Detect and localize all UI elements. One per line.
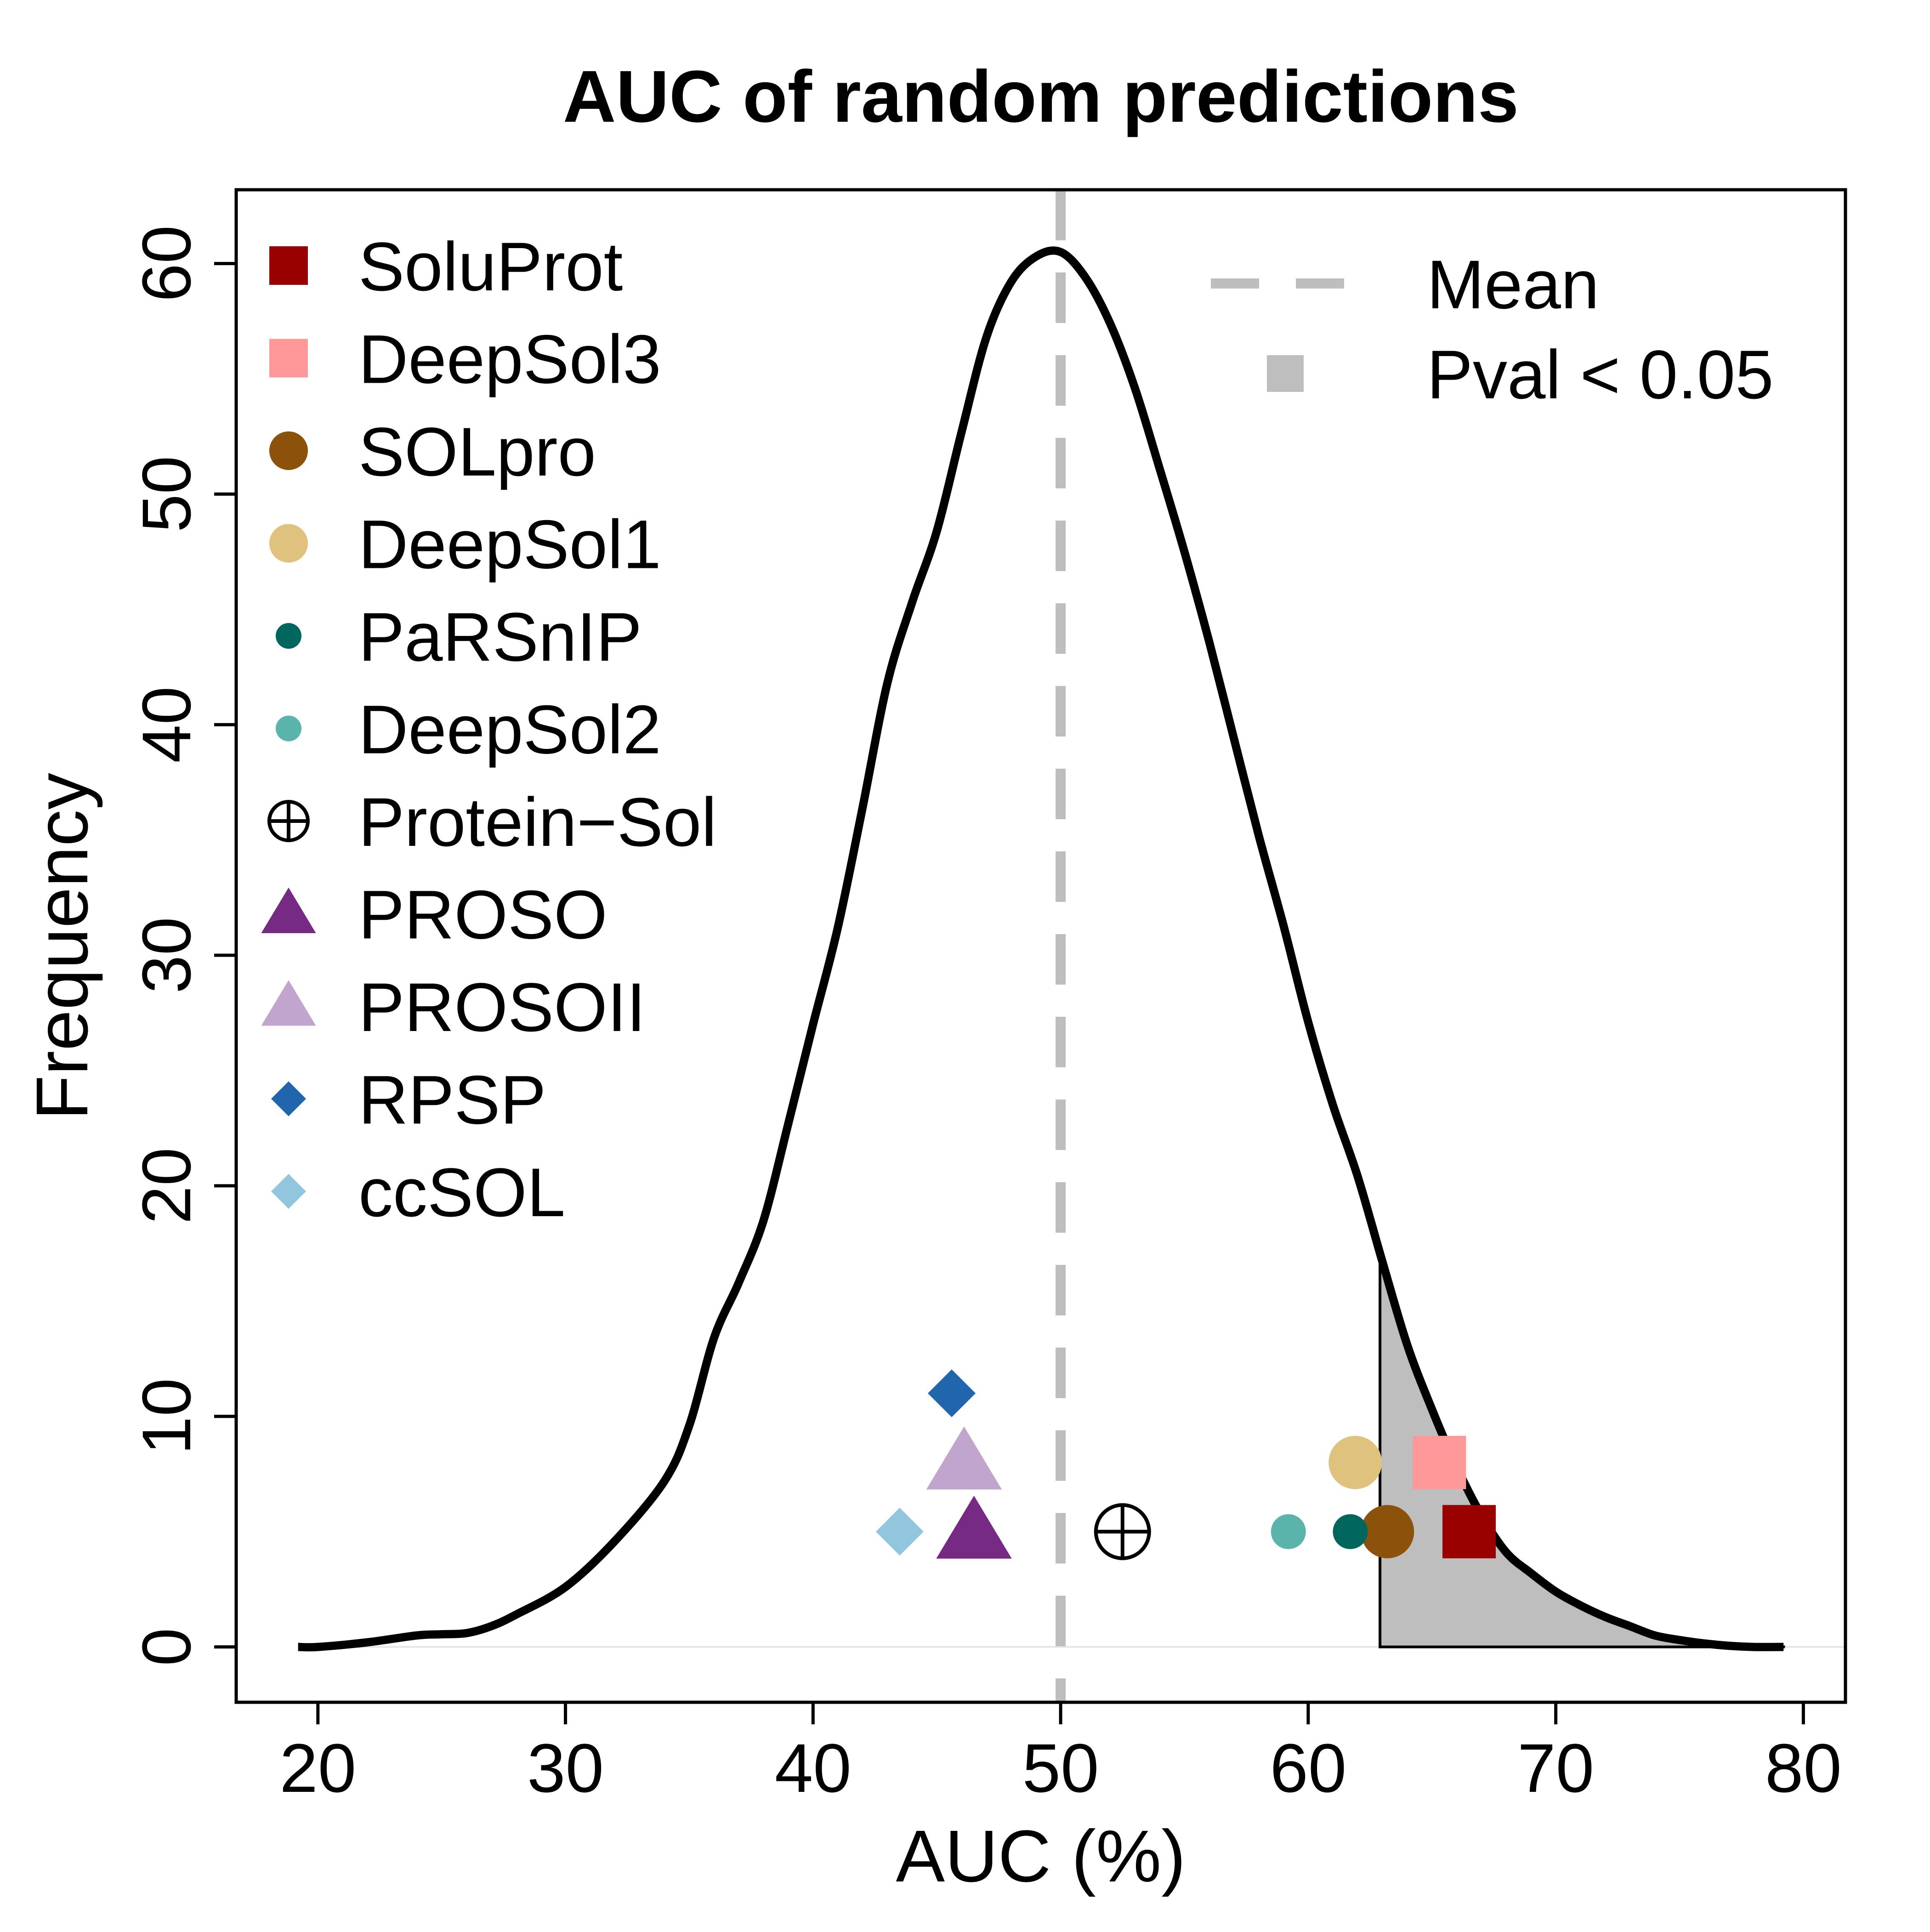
x-axis: 20 30 40 50 60 70 80 (279, 1700, 1842, 1807)
legend-label-prosoii: PROSOII (358, 969, 646, 1046)
y-tick-label-60: 60 (128, 225, 205, 302)
legend-reference: Mean Pval < 0.05 (1211, 246, 1774, 413)
point-rpsp (928, 1369, 976, 1417)
x-tick-label-50: 50 (1022, 1729, 1099, 1807)
x-tick-label-70: 70 (1517, 1729, 1594, 1807)
legend-label-rpsp: RPSP (358, 1061, 546, 1139)
point-prosoii (926, 1426, 1002, 1490)
legend-marker-deepsol2 (276, 715, 301, 742)
x-axis-title: AUC (%) (896, 1815, 1186, 1897)
y-tick-label-20: 20 (128, 1147, 205, 1224)
x-tick-label-40: 40 (775, 1729, 851, 1807)
point-ccsol (875, 1507, 924, 1556)
x-tick-label-80: 80 (1765, 1729, 1842, 1807)
y-tick-label-10: 10 (128, 1378, 205, 1455)
y-axis-title: Frequency (21, 773, 103, 1120)
legend-marker-protein-sol (267, 800, 310, 842)
legend-marker-soluprot (269, 246, 308, 285)
plot-area (298, 190, 1845, 1702)
legend-label-deepsol3: DeepSol3 (358, 321, 661, 398)
legend-marker-deepsol1 (269, 524, 308, 563)
point-deepsol2 (1271, 1514, 1306, 1549)
point-protein-sol (1094, 1503, 1151, 1560)
point-parsnip (1333, 1514, 1368, 1549)
chart-title: AUC of random predictions (563, 55, 1519, 137)
legend-marker-proso (261, 887, 316, 934)
legend-label-soluprot: SoluProt (358, 228, 623, 305)
legend-label-deepsol1: DeepSol1 (358, 506, 661, 583)
legend-marker-rpsp (271, 1081, 306, 1116)
x-tick-label-60: 60 (1270, 1729, 1346, 1807)
x-tick-label-20: 20 (279, 1729, 356, 1807)
legend-label-deepsol2: DeepSol2 (358, 691, 661, 768)
legend-marker-ccsol (271, 1174, 306, 1209)
y-axis: 0 10 20 30 40 50 60 (128, 225, 236, 1666)
point-soluprot (1442, 1505, 1496, 1558)
legend-label-pval-0-05: Pval < 0.05 (1427, 336, 1774, 413)
legend-label-parsnip: PaRSnIP (358, 598, 642, 675)
point-deepsol3 (1413, 1436, 1466, 1490)
point-proso (936, 1496, 1012, 1559)
point-solpro (1361, 1505, 1414, 1558)
point-deepsol1 (1328, 1436, 1382, 1490)
legend-label-mean: Mean (1427, 246, 1599, 323)
x-tick-label-30: 30 (527, 1729, 604, 1807)
legend-marker-prosoii (261, 980, 316, 1026)
legend-label-solpro: SOLpro (358, 413, 596, 490)
legend-marker-pval-0-05 (1267, 355, 1304, 392)
legend-marker-parsnip (276, 623, 301, 649)
y-tick-label-0: 0 (128, 1628, 205, 1666)
legend-models: SoluProt DeepSol3 SOLpro DeepSol1 PaRSnIP Dee… (261, 228, 717, 1231)
legend-marker-solpro (269, 431, 308, 470)
legend-marker-deepsol3 (269, 339, 308, 378)
y-tick-label-40: 40 (128, 686, 205, 763)
legend-label-protein-sol: Protein−Sol (358, 783, 717, 861)
y-tick-label-50: 50 (128, 456, 205, 533)
y-tick-label-30: 30 (128, 917, 205, 994)
legend-label-ccsol: ccSOL (358, 1154, 565, 1231)
legend-label-proso: PROSO (358, 876, 607, 953)
